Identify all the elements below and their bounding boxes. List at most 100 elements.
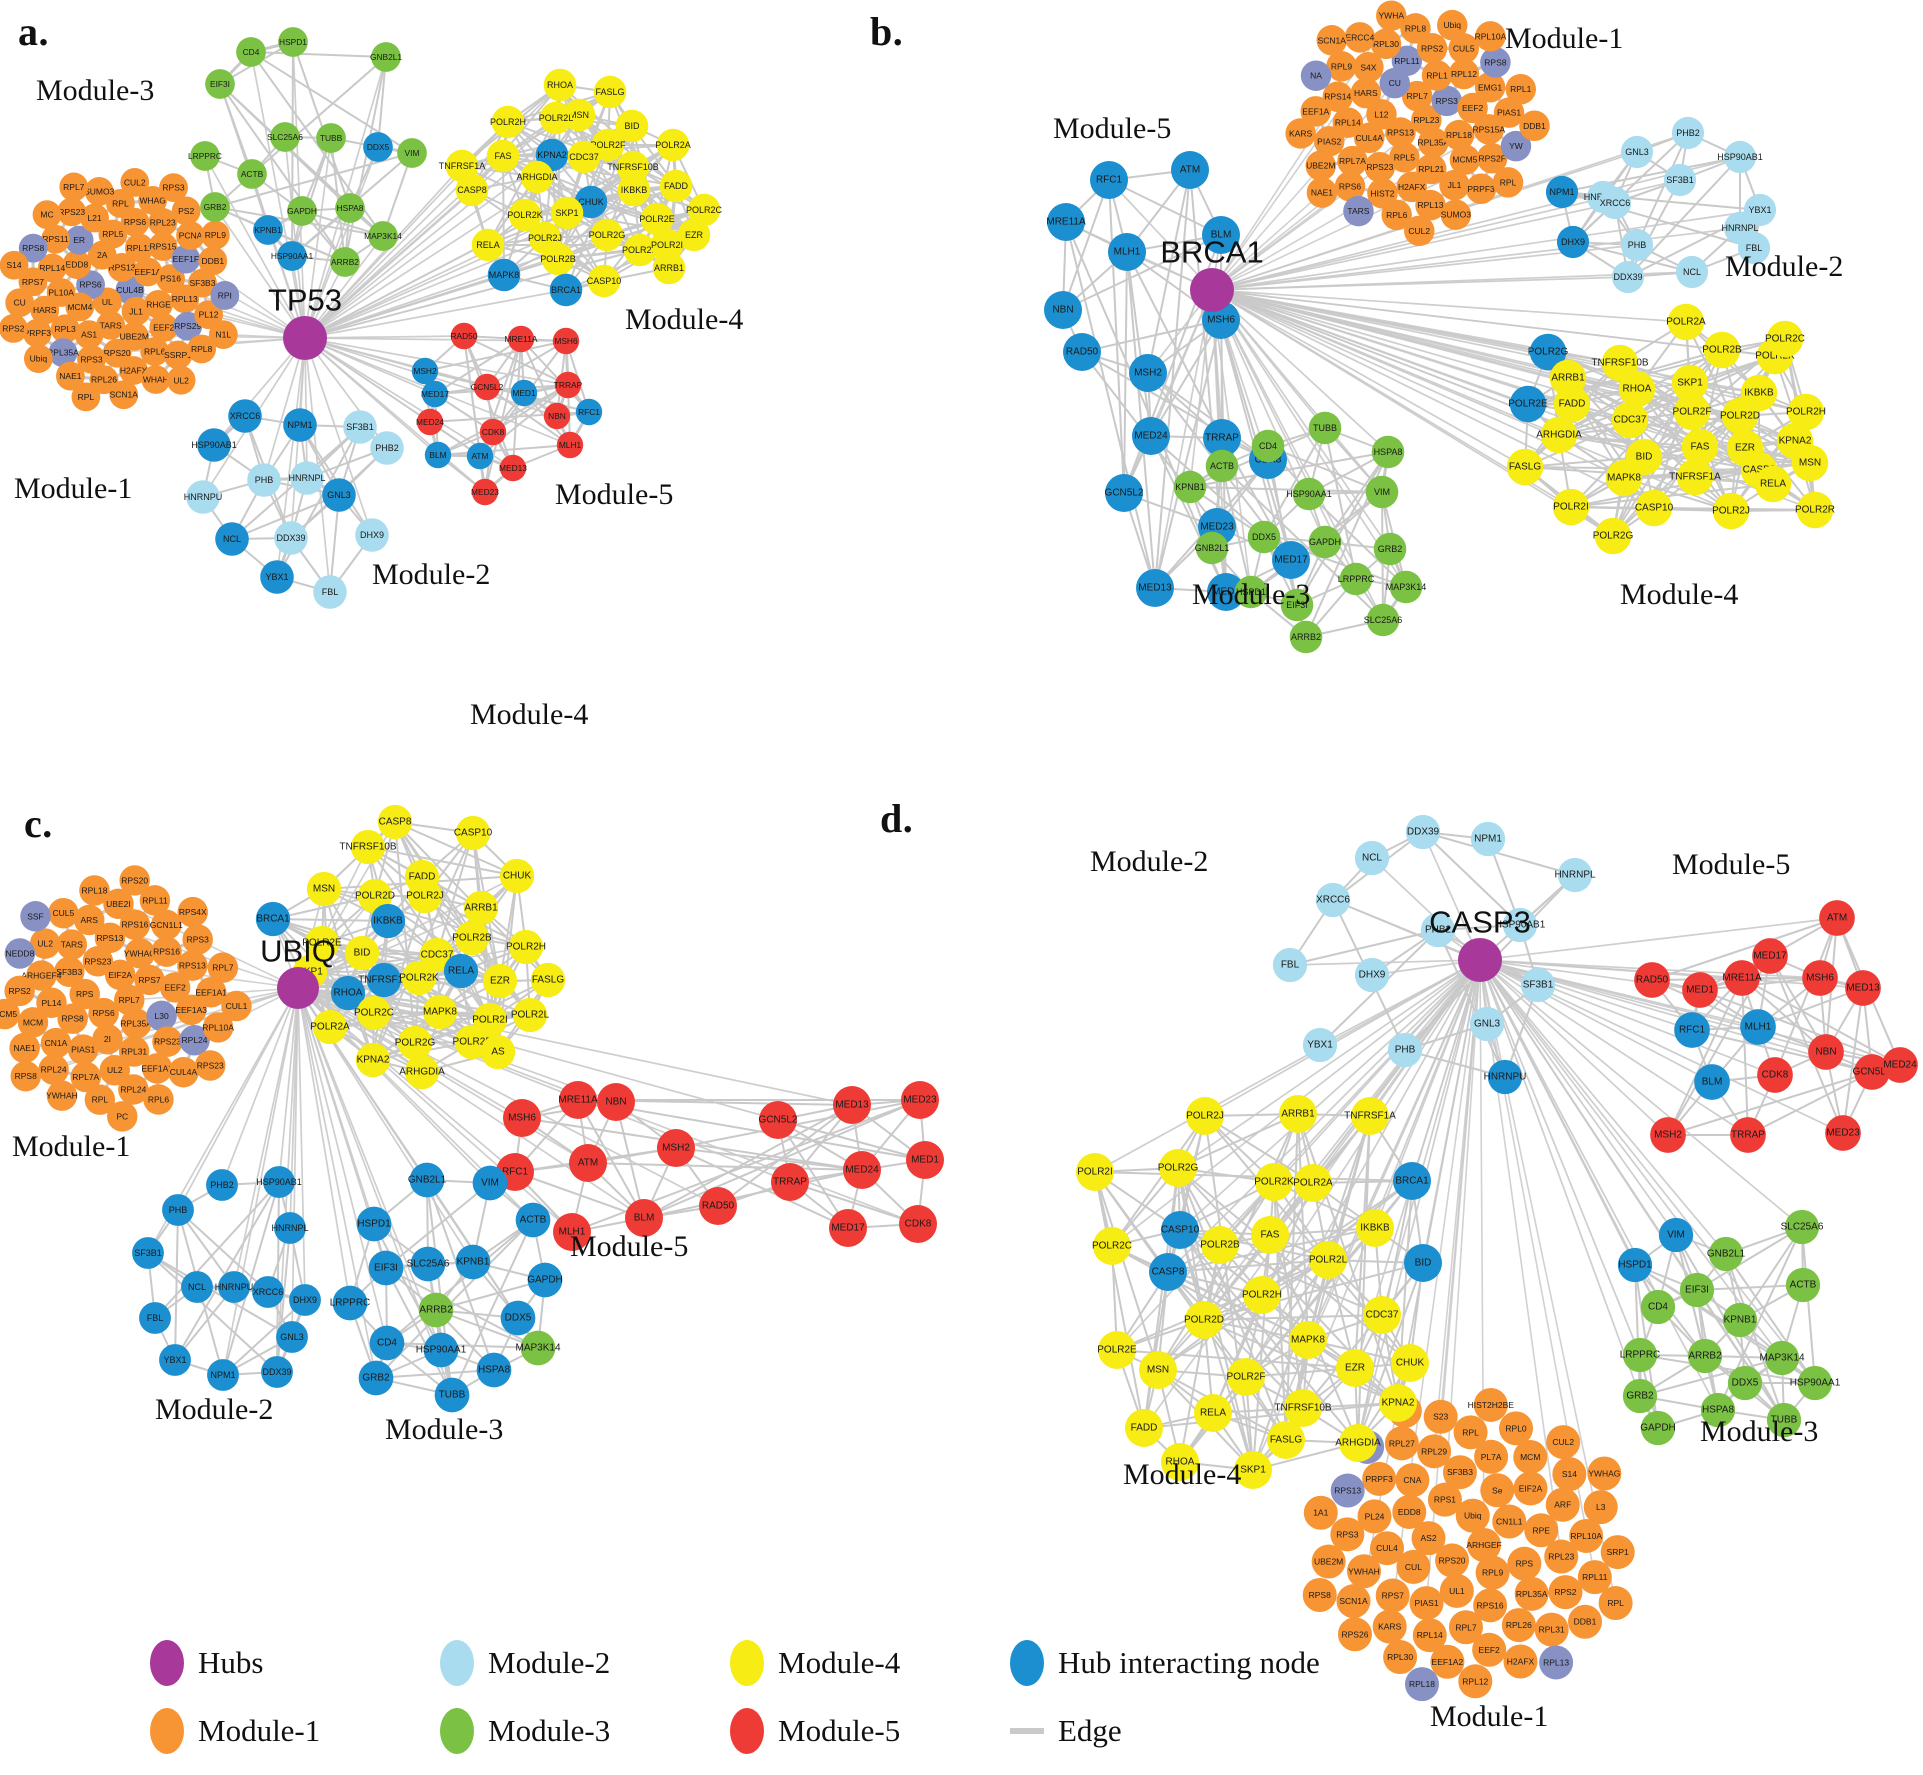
network-node[interactable]	[1882, 1047, 1918, 1083]
network-node[interactable]	[1139, 1351, 1177, 1389]
network-node[interactable]	[1098, 1331, 1136, 1369]
module-1-node[interactable]	[1392, 1494, 1427, 1529]
module-1-node[interactable]	[221, 990, 252, 1022]
network-node[interactable]	[236, 37, 266, 67]
network-node[interactable]	[1808, 1034, 1844, 1070]
module-1-node[interactable]	[1379, 67, 1410, 99]
network-node[interactable]	[260, 560, 294, 594]
network-node[interactable]	[1315, 882, 1351, 918]
module-1-node[interactable]	[84, 177, 114, 206]
module-1-node[interactable]	[1467, 1528, 1502, 1562]
module-1-node[interactable]	[0, 314, 28, 343]
network-node[interactable]	[1356, 1209, 1394, 1247]
network-node[interactable]	[1618, 370, 1656, 408]
module-1-node[interactable]	[80, 203, 109, 233]
module-1-node[interactable]	[1492, 167, 1524, 198]
network-node[interactable]	[587, 264, 621, 298]
network-node[interactable]	[1557, 857, 1593, 893]
network-node[interactable]	[261, 1356, 293, 1388]
module-1-node[interactable]	[1412, 1618, 1447, 1653]
network-node[interactable]	[482, 963, 518, 999]
network-node[interactable]	[640, 202, 674, 236]
module-1-node[interactable]	[30, 295, 60, 325]
network-node[interactable]	[1129, 354, 1167, 392]
network-node[interactable]	[200, 192, 230, 222]
module-1-node[interactable]	[194, 300, 223, 330]
network-node[interactable]	[556, 431, 584, 459]
network-node[interactable]	[423, 1332, 459, 1368]
network-node[interactable]	[1302, 1027, 1338, 1063]
network-node[interactable]	[1682, 972, 1718, 1008]
network-node[interactable]	[330, 247, 360, 277]
network-node[interactable]	[1650, 1117, 1686, 1153]
network-node[interactable]	[255, 901, 291, 937]
network-node[interactable]	[335, 193, 365, 223]
network-node[interactable]	[283, 408, 317, 442]
network-node[interactable]	[162, 1194, 194, 1226]
module-1-node[interactable]	[1302, 1578, 1337, 1613]
network-node[interactable]	[401, 960, 437, 996]
module-1-node[interactable]	[114, 984, 145, 1016]
module-1-node[interactable]	[84, 1084, 116, 1115]
network-node[interactable]	[371, 42, 401, 72]
module-1-node[interactable]	[106, 189, 135, 218]
network-node[interactable]	[1308, 525, 1342, 559]
network-node[interactable]	[503, 1099, 541, 1137]
module-1-node[interactable]	[1475, 1555, 1510, 1590]
module-1-node[interactable]	[182, 924, 213, 955]
module-1-node[interactable]	[1404, 1667, 1439, 1702]
module-1-node[interactable]	[1396, 171, 1427, 203]
module-1-node[interactable]	[1435, 1543, 1470, 1578]
network-node[interactable]	[369, 1325, 405, 1361]
module-1-node[interactable]	[18, 267, 48, 297]
module-1-node[interactable]	[198, 246, 228, 276]
network-node[interactable]	[567, 140, 601, 174]
module-1-node[interactable]	[1364, 151, 1396, 183]
module-1-node[interactable]	[133, 257, 163, 287]
network-node[interactable]	[687, 193, 721, 227]
network-node[interactable]	[368, 1250, 404, 1286]
network-node[interactable]	[657, 1129, 695, 1167]
module-1-node[interactable]	[119, 909, 151, 940]
network-node[interactable]	[1470, 821, 1506, 857]
module-1-node[interactable]	[1300, 60, 1332, 91]
network-node[interactable]	[1379, 1384, 1417, 1422]
module-1-node[interactable]	[1431, 85, 1463, 117]
module-1-node[interactable]	[1493, 97, 1525, 128]
network-node[interactable]	[1420, 912, 1456, 948]
module-1-node[interactable]	[118, 1036, 150, 1067]
module-1-node[interactable]	[1322, 81, 1353, 112]
network-node[interactable]	[1675, 255, 1709, 289]
network-node[interactable]	[1339, 1424, 1377, 1462]
network-node[interactable]	[1722, 1302, 1758, 1338]
network-node[interactable]	[455, 173, 489, 207]
module-1-node[interactable]	[118, 1074, 149, 1105]
network-node[interactable]	[1267, 1421, 1305, 1459]
module-1-node[interactable]	[146, 1000, 177, 1032]
network-node[interactable]	[1785, 1267, 1821, 1303]
module-1-node[interactable]	[1372, 1609, 1407, 1644]
module-1-node[interactable]	[1449, 144, 1481, 175]
module-1-node[interactable]	[1330, 1473, 1365, 1508]
module-1-node[interactable]	[67, 1034, 99, 1065]
network-node[interactable]	[1727, 1365, 1763, 1401]
module-1-node[interactable]	[46, 1080, 78, 1111]
hub-node-ubiq[interactable]	[277, 967, 319, 1009]
module-1-node[interactable]	[149, 313, 179, 342]
network-node[interactable]	[1819, 900, 1855, 936]
network-node[interactable]	[1195, 531, 1229, 565]
module-1-node[interactable]	[88, 997, 119, 1029]
module-1-node[interactable]	[1313, 126, 1345, 157]
network-node[interactable]	[771, 1163, 809, 1201]
network-node[interactable]	[416, 408, 444, 436]
network-node[interactable]	[411, 357, 439, 385]
network-node[interactable]	[1243, 1276, 1281, 1314]
network-node[interactable]	[1292, 477, 1326, 511]
network-node[interactable]	[355, 1042, 391, 1078]
network-node[interactable]	[1529, 333, 1567, 371]
network-node[interactable]	[1723, 140, 1757, 174]
module-1-node[interactable]	[40, 1027, 72, 1059]
network-node[interactable]	[1469, 1006, 1505, 1042]
network-node[interactable]	[368, 221, 398, 251]
module-1-node[interactable]	[1548, 1575, 1583, 1610]
